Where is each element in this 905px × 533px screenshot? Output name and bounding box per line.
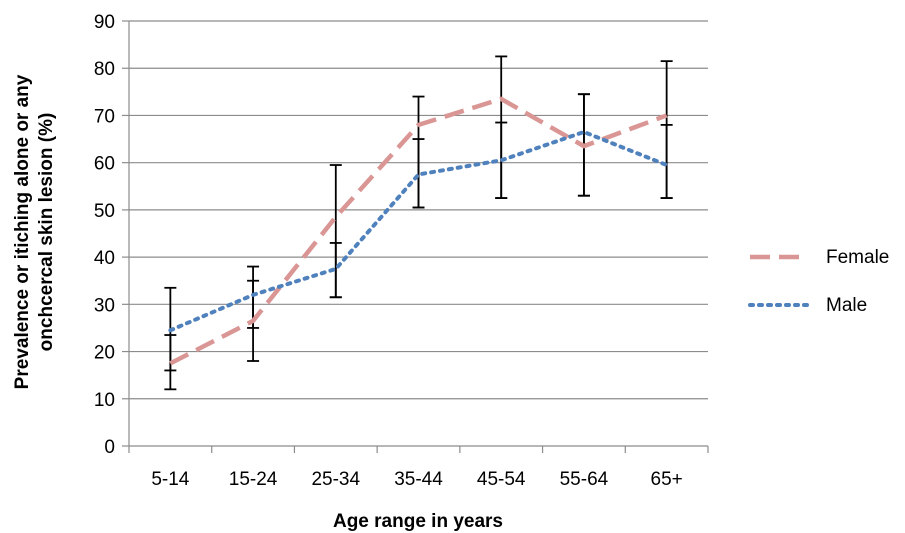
y-tick-label-60: 60 <box>94 154 115 175</box>
error-bars <box>164 55 673 391</box>
y-tick-label-0: 0 <box>104 437 115 458</box>
y-axis-title-line-2: onchcercal skin lesion (%) <box>36 113 57 352</box>
x-tick-label-15-24: 15-24 <box>229 469 278 490</box>
x-tick-label-5-14: 5-14 <box>151 469 189 490</box>
legend: Female Male <box>748 247 889 316</box>
y-tick-label-70: 70 <box>94 106 115 127</box>
y-tick-label-20: 20 <box>94 343 115 364</box>
y-tick-label-50: 50 <box>94 201 115 222</box>
x-tick-label-35-44: 35-44 <box>394 469 443 490</box>
legend-label-female: Female <box>826 247 889 268</box>
axes <box>122 20 709 453</box>
y-tick-label-80: 80 <box>94 59 115 80</box>
x-tick-label-25-34: 25-34 <box>311 469 360 490</box>
tick-labels: 0 10 20 30 40 50 60 70 80 90 5-14 15-24 25-34 35-44 45… <box>94 12 683 490</box>
legend-label-male: Male <box>826 295 867 316</box>
x-tick-label-45-54: 45-54 <box>477 469 526 490</box>
y-tick-label-10: 10 <box>94 390 115 411</box>
x-axis-title: Age range in years <box>333 511 503 532</box>
x-tick-label-55-64: 55-64 <box>560 469 609 490</box>
y-axis-title: Prevalence or itiching alone or any onch… <box>12 74 57 389</box>
y-tick-label-90: 90 <box>94 12 115 33</box>
y-tick-label-30: 30 <box>94 295 115 316</box>
series-line-female <box>169 96 668 366</box>
y-tick-label-40: 40 <box>94 248 115 269</box>
x-tick-label-65+: 65+ <box>651 469 683 490</box>
series-line-male <box>168 129 669 333</box>
y-axis-title-line-1: Prevalence or itiching alone or any <box>12 74 33 389</box>
series-lines <box>168 96 669 366</box>
gridlines <box>129 20 708 400</box>
